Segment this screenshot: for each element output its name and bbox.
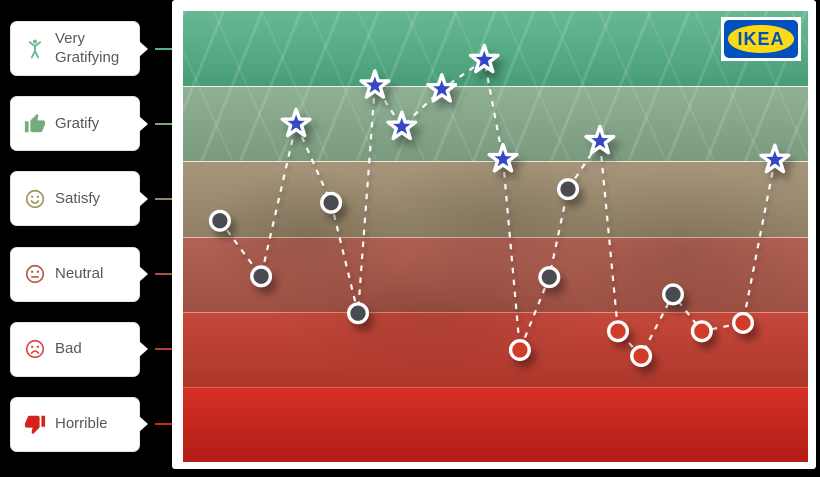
- marker-star: [359, 69, 391, 99]
- marker-star: [759, 143, 791, 174]
- marker-filled-circle: [250, 265, 273, 288]
- legend-card: Bad: [10, 321, 140, 377]
- marker-star: [426, 73, 458, 103]
- legend-label: Gratify: [55, 114, 100, 132]
- legend-connector-line: [155, 47, 176, 50]
- marker-filled-circle: [557, 178, 580, 201]
- band-neutral: [183, 236, 808, 312]
- legend-pointer: [139, 416, 156, 433]
- legend-card: Neutral: [10, 246, 140, 302]
- legend-pointer: [139, 341, 156, 358]
- marker-open-circle: [508, 339, 531, 362]
- legend-connector-line: [155, 423, 176, 426]
- legend-connector-line: [155, 122, 176, 125]
- legend-card: Satisfy: [10, 171, 140, 227]
- legend-item-gratify: Gratify: [10, 96, 187, 152]
- chart-card: IKEA: [172, 0, 816, 469]
- marker-filled-circle: [662, 283, 685, 306]
- band-bad: [183, 311, 808, 387]
- band-very-gratifying: [183, 11, 808, 87]
- legend-label: Neutral: [55, 264, 104, 282]
- neutral-face-icon: [24, 263, 46, 285]
- legend-label: Bad: [55, 340, 82, 358]
- legend-connector-line: [155, 197, 176, 200]
- legend-label: Horrible: [55, 415, 108, 433]
- legend-item-bad: Bad: [10, 321, 187, 377]
- marker-filled-circle: [346, 302, 369, 325]
- legend-pointer: [139, 266, 156, 283]
- legend-item-very-gratifying: Very Gratifying: [10, 21, 187, 77]
- thumbs-down-icon: [24, 413, 46, 435]
- legend-pointer: [139, 115, 156, 132]
- band-horrible: [183, 386, 808, 462]
- sentiment-bands: [183, 11, 808, 462]
- marker-filled-circle: [320, 191, 343, 214]
- legend-item-neutral: Neutral: [10, 246, 187, 302]
- band-satisfy: [183, 161, 808, 237]
- legend-card: Gratify: [10, 96, 140, 152]
- ikea-logo: IKEA: [721, 17, 801, 61]
- thumbs-up-icon: [24, 113, 46, 135]
- legend-connector-line: [155, 273, 176, 276]
- marker-open-circle: [630, 345, 653, 368]
- cheering-person-icon: [24, 38, 46, 60]
- satisfaction-trend-line: [219, 58, 776, 358]
- marker-star: [468, 43, 500, 74]
- ikea-logo-background: IKEA: [724, 20, 798, 58]
- smiley-face-icon: [24, 188, 46, 210]
- legend-pointer: [139, 40, 156, 57]
- marker-star: [487, 142, 519, 173]
- marker-open-circle: [690, 320, 713, 343]
- legend-card: Very Gratifying: [10, 21, 140, 77]
- legend-item-horrible: Horrible: [10, 396, 187, 452]
- satisfaction-line-chart: [208, 43, 791, 368]
- ikea-logo-text: IKEA: [737, 29, 785, 49]
- marker-star: [386, 110, 418, 141]
- chart-plot-area: IKEA: [183, 11, 808, 462]
- marker-star: [280, 107, 312, 138]
- marker-open-circle: [732, 311, 755, 334]
- ikea-logo-ellipse: [728, 24, 794, 54]
- marker-open-circle: [607, 320, 630, 343]
- legend-pointer: [139, 190, 156, 207]
- sad-face-icon: [24, 338, 46, 360]
- legend-card: Horrible: [10, 396, 140, 452]
- legend-label: Satisfy: [55, 189, 101, 207]
- marker-filled-circle: [538, 266, 561, 289]
- legend-label: Very Gratifying: [55, 30, 120, 66]
- marker-filled-circle: [208, 209, 231, 232]
- legend-connector-line: [155, 348, 176, 351]
- marker-star: [584, 124, 616, 155]
- legend-item-satisfy: Satisfy: [10, 171, 187, 227]
